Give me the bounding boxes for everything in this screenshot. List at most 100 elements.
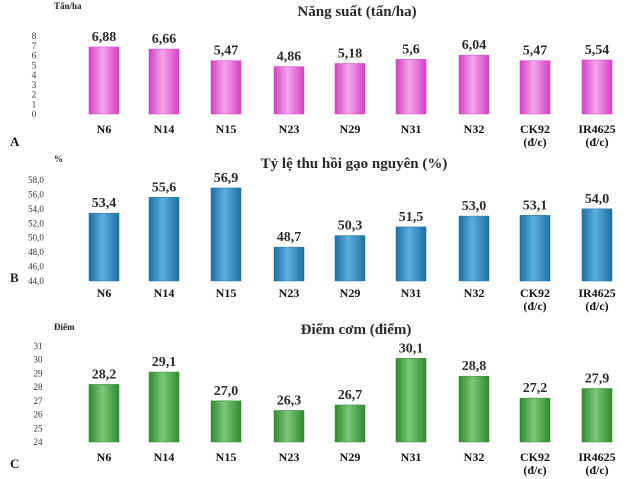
panel-a-y-unit-label: Tấn/ha <box>54 1 82 11</box>
panel-b-category-label: N32 <box>464 286 485 300</box>
panel-c-category-label: N15 <box>216 450 237 464</box>
panel-a-value-label: 5,6 <box>402 42 420 57</box>
panel-b-letter: B <box>10 270 19 285</box>
panel-c-category-label: CK92 (đ/c) <box>520 450 550 477</box>
panel-b-y-tick-label: 52,0 <box>28 218 44 228</box>
panel-c-y-tick-label: 30 <box>34 355 44 365</box>
panel-c-y-tick-label: 24 <box>34 437 44 447</box>
panel-a-bar <box>88 46 120 115</box>
panel-c-bar <box>273 410 305 443</box>
panel-c-value-label: 27,9 <box>585 372 610 387</box>
panel-a-bar <box>148 48 180 115</box>
panel-c-bar <box>88 384 120 443</box>
panel-b-bar <box>88 212 120 282</box>
panel-c-category-label: N23 <box>279 450 300 464</box>
panel-b-value-label: 53,4 <box>92 196 117 211</box>
panel-b-y-tick-label: 48,0 <box>28 247 44 257</box>
panel-a-category-label: N32 <box>464 122 485 136</box>
panel-c-value-label: 28,2 <box>92 367 117 382</box>
panel-b-y-tick-label: 46,0 <box>28 262 44 272</box>
panel-c-bar <box>210 400 242 443</box>
panel-c-value-label: 27,2 <box>523 381 548 396</box>
panel-c-bar <box>581 388 613 443</box>
panel-a-y-tick-label: 7 <box>32 41 37 51</box>
panel-b-y-tick-label: 54,0 <box>28 204 44 214</box>
panel-b-y-tick-label: 58,0 <box>28 175 44 185</box>
panel-b-value-label: 48,7 <box>277 230 302 245</box>
panel-a-value-label: 6,66 <box>152 32 177 47</box>
panel-b-bar <box>519 215 551 282</box>
panel-b-bar <box>395 226 427 282</box>
panel-a-y-tick-label: 3 <box>32 80 37 90</box>
panel-a-bar <box>581 59 613 115</box>
panel-c-y-tick-label: 25 <box>34 423 44 433</box>
panel-a-y-tick-label: 1 <box>32 99 37 109</box>
panel-c-bar <box>148 371 180 443</box>
panel-c-value-label: 26,3 <box>277 393 302 408</box>
panel-a-category-label: N23 <box>279 122 300 136</box>
panel-c-category-label: IR4625 (đ/c) <box>578 450 615 477</box>
panel-a-value-label: 5,47 <box>214 44 239 59</box>
panel-a-bar <box>458 54 490 115</box>
panel-b-bar <box>273 246 305 282</box>
panel-a-y-tick-label: 0 <box>32 109 37 119</box>
panel-c-letter: C <box>10 456 19 471</box>
panel-a-category-label: N6 <box>97 122 112 136</box>
panel-c: C Điểm cơm (điểm) Điểm 24 25 26 27 28 29 30 31 28,2… <box>10 322 616 477</box>
panel-c-category-label: N32 <box>464 450 485 464</box>
panel-a-value-label: 5,47 <box>523 44 548 59</box>
panel-c-category-label: N31 <box>401 450 422 464</box>
panel-b-value-label: 54,0 <box>585 192 610 207</box>
panel-b-y-unit-label: % <box>54 154 63 164</box>
panel-a-category-label: N29 <box>340 122 361 136</box>
panel-a-value-label: 5,54 <box>585 43 610 58</box>
panel-c-value-label: 27,0 <box>214 384 239 399</box>
panel-b-y-tick-label: 56,0 <box>28 189 44 199</box>
panel-c-y-tick-label: 27 <box>34 396 44 406</box>
panel-b-value-label: 51,5 <box>399 210 424 225</box>
panel-a-bar <box>334 63 366 115</box>
panel-b-value-label: 53,1 <box>523 198 548 213</box>
panel-a-category-label: N14 <box>154 122 175 136</box>
panel-b-bar <box>334 235 366 282</box>
panel-b: B Tỷ lệ thu hồi gạo nguyên (%)% 44,0 46,0 48… <box>10 154 616 313</box>
panel-a-bar <box>210 60 242 115</box>
panel-b-category-label: N14 <box>154 286 175 300</box>
panel-b-bar <box>458 215 490 282</box>
panel-b-category-label: CK92 (đ/c) <box>520 286 550 313</box>
panel-c-bar <box>458 375 490 443</box>
panel-c-y-unit-label: Điểm <box>54 322 75 332</box>
panel-c-value-label: 28,8 <box>462 359 487 374</box>
panel-c-value-label: 30,1 <box>399 341 424 356</box>
panel-a-y-tick-label: 5 <box>32 60 37 70</box>
panel-b-category-label: N15 <box>216 286 237 300</box>
panel-a-y-tick-label: 8 <box>32 31 37 41</box>
panel-b-category-label: N31 <box>401 286 422 300</box>
panel-b-bar <box>210 187 242 282</box>
panel-a-letter: A <box>10 134 20 149</box>
panel-c-category-label: N14 <box>154 450 175 464</box>
panel-b-value-label: 56,9 <box>214 171 239 186</box>
panel-b-category-label: N23 <box>279 286 300 300</box>
panel-c-y-tick-label: 26 <box>34 410 44 420</box>
panel-c-y-tick-label: 28 <box>34 382 44 392</box>
panel-c-bar <box>334 404 366 443</box>
panel-b-bar <box>148 197 180 282</box>
panel-a-category-label: CK92 (đ/c) <box>520 122 550 149</box>
panel-a-value-label: 4,86 <box>277 50 302 65</box>
panel-a-bar <box>519 60 551 115</box>
panel-c-category-label: N6 <box>97 450 112 464</box>
panel-b-value-label: 50,3 <box>338 219 363 234</box>
panel-b-y-tick-label: 44,0 <box>28 276 44 286</box>
panel-c-title: Điểm cơm (điểm) <box>301 322 412 338</box>
panel-a-value-label: 6,04 <box>462 38 487 53</box>
panel-b-value-label: 53,0 <box>462 199 487 214</box>
panel-a-category-label: IR4625 (đ/c) <box>578 122 615 149</box>
panel-a-title: Năng suất (tấn/ha) <box>297 4 416 20</box>
panel-a-bar <box>273 66 305 115</box>
panel-a-bar <box>395 59 427 115</box>
panel-a-category-label: N15 <box>216 122 237 136</box>
panel-a-value-label: 5,18 <box>338 46 363 61</box>
panel-a-y-tick-label: 6 <box>32 51 37 61</box>
